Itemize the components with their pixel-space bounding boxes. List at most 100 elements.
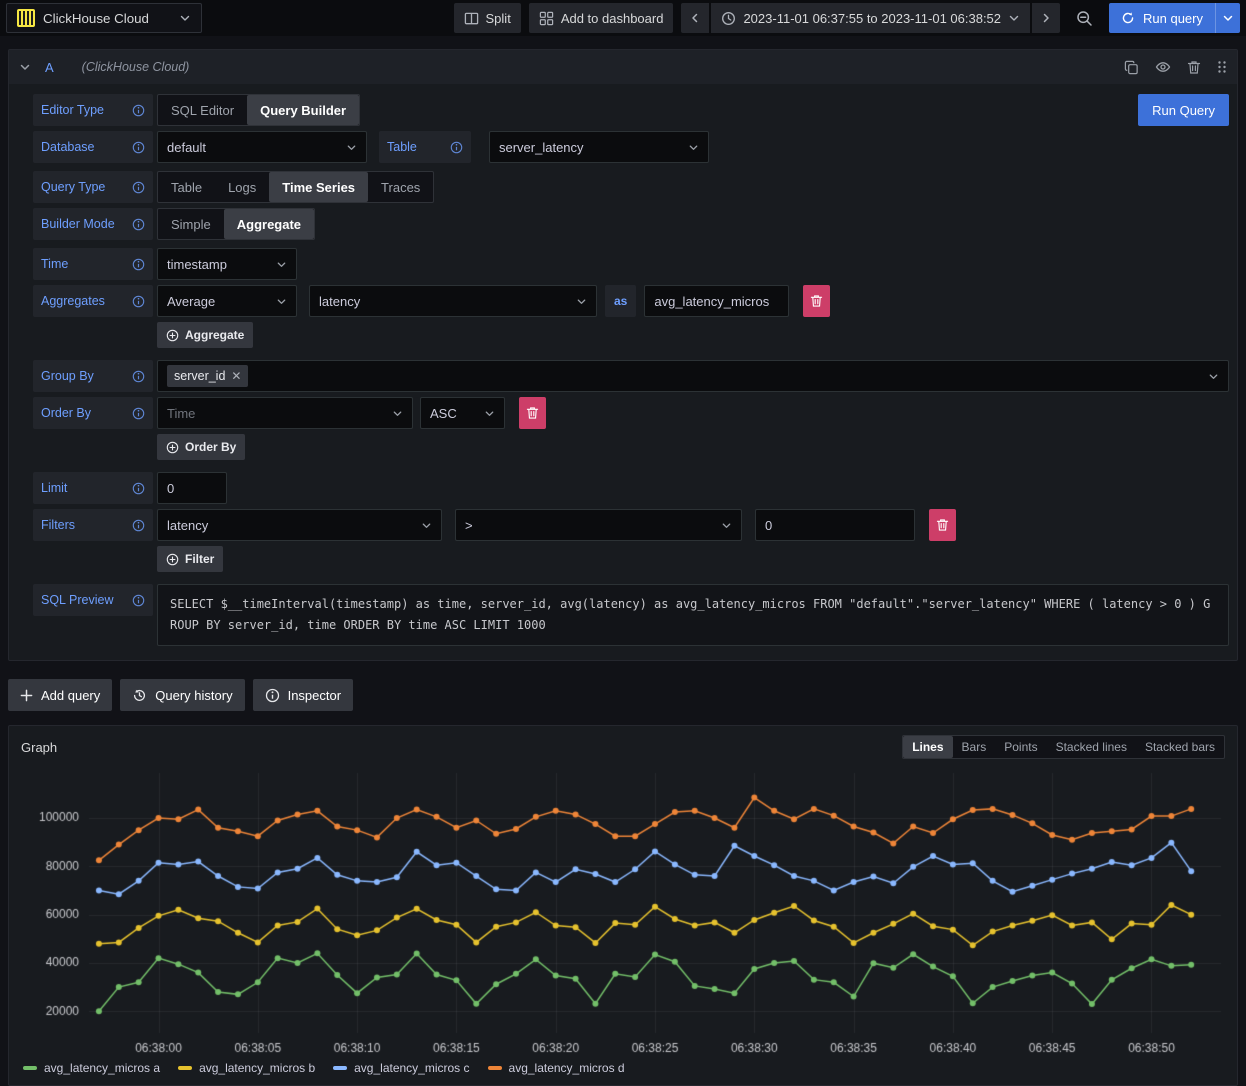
legend-label: avg_latency_micros c xyxy=(354,1061,470,1075)
chevron-down-icon xyxy=(347,144,356,150)
legend-item[interactable]: avg_latency_micros a xyxy=(23,1061,160,1075)
query-editor-panel: A (ClickHouse Cloud) Editor Type xyxy=(8,49,1238,661)
query-header: A (ClickHouse Cloud) xyxy=(9,50,1237,84)
chevron-down-icon xyxy=(577,298,586,304)
table-select[interactable]: server_latency xyxy=(489,131,709,163)
delete-query-button[interactable] xyxy=(1187,60,1201,75)
remove-filter-button[interactable] xyxy=(929,509,956,541)
run-query-button[interactable]: Run query xyxy=(1109,3,1215,33)
run-query-dropdown-button[interactable] xyxy=(1215,3,1240,33)
filter-operator-select[interactable]: > xyxy=(455,509,742,541)
time-range-label: 2023-11-01 06:37:55 to 2023-11-01 06:38:… xyxy=(743,10,1002,26)
legend-item[interactable]: avg_latency_micros d xyxy=(487,1061,625,1075)
time-range-picker[interactable]: 2023-11-01 06:37:55 to 2023-11-01 06:38:… xyxy=(711,3,1031,33)
legend-item[interactable]: avg_latency_micros c xyxy=(333,1061,470,1075)
drag-handle-icon[interactable] xyxy=(1217,60,1227,74)
editor-type-query-builder[interactable]: Query Builder xyxy=(247,95,360,125)
zoom-out-button[interactable] xyxy=(1068,3,1101,33)
query-type-logs[interactable]: Logs xyxy=(228,179,257,195)
plus-circle-icon xyxy=(166,329,179,341)
aggregate-column-select[interactable]: latency xyxy=(309,285,597,317)
query-history-button[interactable]: Query history xyxy=(120,679,245,711)
add-order-by-button[interactable]: Order By xyxy=(157,434,246,460)
split-label: Split xyxy=(485,10,511,26)
chevron-down-icon xyxy=(277,261,286,267)
chevron-down-icon xyxy=(689,144,698,150)
graph-style-points[interactable]: Points xyxy=(1004,740,1038,754)
graph-style-stacked-lines[interactable]: Stacked lines xyxy=(1055,740,1127,754)
info-icon[interactable] xyxy=(132,181,145,194)
add-to-dashboard-label: Add to dashboard xyxy=(560,10,664,26)
query-type-traces[interactable]: Traces xyxy=(381,179,421,195)
add-query-button[interactable]: Add query xyxy=(8,679,113,711)
add-to-dashboard-button[interactable]: Add to dashboard xyxy=(528,3,674,33)
aggregate-alias-input[interactable]: avg_latency_micros xyxy=(644,285,790,317)
database-label: Database xyxy=(33,131,153,163)
limit-input[interactable]: 0 xyxy=(157,472,227,504)
editor-type-sql-editor[interactable]: SQL Editor xyxy=(171,102,235,118)
chevron-down-icon xyxy=(393,410,402,416)
trash-icon xyxy=(1187,60,1201,74)
query-builder-form: Editor Type SQL Editor Query Builder Run… xyxy=(9,84,1237,660)
info-icon[interactable] xyxy=(132,407,145,420)
info-icon[interactable] xyxy=(132,104,145,117)
remove-order-by-button[interactable] xyxy=(519,397,546,429)
time-column-select[interactable]: timestamp xyxy=(157,248,297,280)
split-button[interactable]: Split xyxy=(453,3,521,33)
panel-run-query-button[interactable]: Run Query xyxy=(1138,94,1229,126)
hide-query-button[interactable] xyxy=(1155,59,1171,75)
order-by-direction-select[interactable]: ASC xyxy=(420,397,505,429)
chevron-down-icon xyxy=(1223,15,1233,21)
order-by-field-select[interactable]: Time xyxy=(157,397,413,429)
query-ref-id[interactable]: A xyxy=(45,59,54,75)
builder-mode-simple[interactable]: Simple xyxy=(171,216,211,232)
legend-swatch-icon xyxy=(23,1066,37,1070)
filter-value-input[interactable]: 0 xyxy=(755,509,915,541)
apps-grid-icon xyxy=(539,11,554,25)
legend-label: avg_latency_micros d xyxy=(508,1061,625,1075)
info-icon[interactable] xyxy=(132,519,145,532)
graph-style-stacked-bars[interactable]: Stacked bars xyxy=(1144,740,1215,754)
time-range-back-button[interactable] xyxy=(681,3,710,33)
datasource-picker[interactable]: ClickHouse Cloud xyxy=(6,3,202,33)
query-type-table[interactable]: Table xyxy=(171,179,203,195)
legend-swatch-icon xyxy=(487,1066,502,1070)
builder-mode-switch: Simple Aggregate xyxy=(157,208,316,240)
history-icon xyxy=(134,689,146,701)
collapse-chevron-icon[interactable] xyxy=(19,61,31,73)
query-type-label: Query Type xyxy=(33,171,153,203)
filters-label: Filters xyxy=(33,509,153,541)
filter-field-select[interactable]: latency xyxy=(157,509,442,541)
graph-style-bars[interactable]: Bars xyxy=(961,740,987,754)
limit-label: Limit xyxy=(33,472,153,504)
plus-icon xyxy=(20,689,33,701)
legend-item[interactable]: avg_latency_micros b xyxy=(178,1061,315,1075)
remove-aggregate-button[interactable] xyxy=(803,285,831,317)
info-icon[interactable] xyxy=(132,370,145,383)
graph-style-lines[interactable]: Lines xyxy=(903,736,953,758)
inspector-button[interactable]: Inspector xyxy=(252,679,354,711)
info-icon[interactable] xyxy=(132,218,145,231)
info-icon[interactable] xyxy=(132,482,145,495)
duplicate-query-button[interactable] xyxy=(1124,60,1139,75)
info-icon[interactable] xyxy=(132,295,145,308)
info-icon[interactable] xyxy=(450,141,463,154)
info-icon[interactable] xyxy=(132,141,145,154)
builder-mode-aggregate[interactable]: Aggregate xyxy=(223,209,315,239)
group-by-select[interactable]: server_id ✕ xyxy=(157,360,1229,392)
time-range-forward-button[interactable] xyxy=(1032,3,1061,33)
close-icon[interactable]: ✕ xyxy=(231,369,242,383)
query-type-time-series[interactable]: Time Series xyxy=(269,172,369,202)
add-filter-button[interactable]: Filter xyxy=(157,546,224,572)
legend-swatch-icon xyxy=(178,1066,193,1070)
info-icon[interactable] xyxy=(132,594,145,607)
latency-chart[interactable] xyxy=(17,767,1229,1059)
chevron-down-icon xyxy=(485,410,494,416)
chevron-left-icon xyxy=(692,13,698,23)
add-aggregate-button[interactable]: Aggregate xyxy=(157,322,254,348)
plus-circle-icon xyxy=(166,553,179,565)
info-icon[interactable] xyxy=(132,258,145,271)
database-select[interactable]: default xyxy=(157,131,367,163)
aggregate-function-select[interactable]: Average xyxy=(157,285,297,317)
explore-actions: Add query Query history Inspector xyxy=(8,679,1238,711)
